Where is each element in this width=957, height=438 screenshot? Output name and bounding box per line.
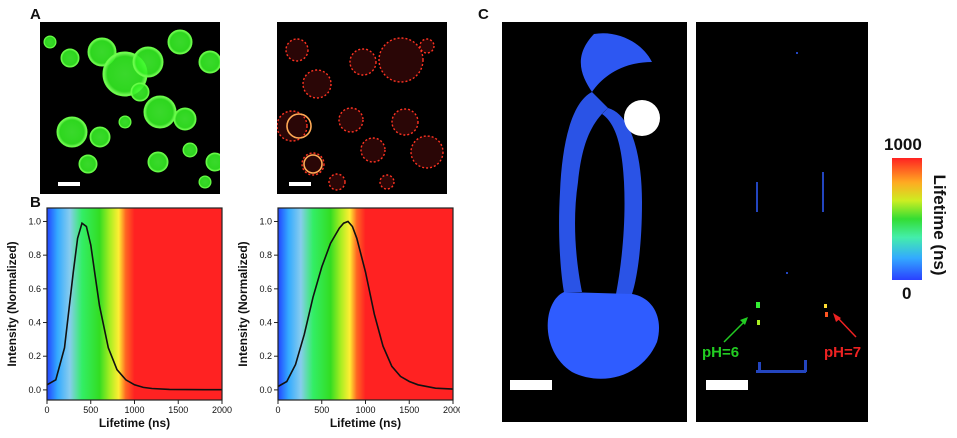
y-tick-label: 0.2 — [28, 351, 41, 361]
flim-image-right: pH=6 pH=7 — [696, 22, 868, 422]
ph7-annotation: pH=7 — [824, 344, 862, 361]
lifetime-curve — [46, 221, 222, 391]
y-tick-label: 0.6 — [259, 284, 272, 294]
x-tick-label: 0 — [275, 405, 280, 415]
panel-label-a: A — [30, 6, 41, 23]
x-axis-label: Lifetime (ns) — [330, 416, 401, 430]
y-tick-label: 0.4 — [28, 318, 41, 328]
x-tick-label: 1000 — [124, 405, 144, 415]
scale-bar — [58, 182, 80, 186]
green-vesicles-image — [43, 29, 220, 189]
x-tick-label: 500 — [314, 405, 329, 415]
scale-bar — [706, 380, 748, 390]
lifetime-colorbar — [892, 158, 922, 280]
ph6-annotation: pH=6 — [702, 344, 740, 361]
flim-image-left — [502, 22, 687, 422]
x-tick-label: 1500 — [399, 405, 419, 415]
plot-background-gradient — [278, 208, 453, 400]
red-vesicles-image — [277, 37, 444, 191]
scale-bar — [289, 182, 311, 186]
y-tick-label: 1.0 — [28, 216, 41, 226]
colorbar-axis-label-box: Lifetime (ns) — [929, 160, 949, 290]
y-tick-label: 0.6 — [28, 284, 41, 294]
colorbar-min-label: 0 — [902, 284, 912, 303]
y-tick-label: 0.8 — [28, 250, 41, 260]
y-tick-label: 0.0 — [28, 385, 41, 395]
colorbar-max-label: 1000 — [884, 135, 922, 154]
flim-sparse-cell — [723, 52, 857, 373]
plot-background-gradient — [47, 208, 222, 400]
x-axis-label: Lifetime (ns) — [99, 416, 170, 430]
y-axis-label: Intensity (Normalized) — [236, 241, 250, 366]
lifetime-plots: 0 500 1000 1500 2000 0.0 0.2 0.4 0.6 0.8 1.0 Lifeti… — [0, 196, 463, 433]
lifetime-plots-svg: 0 500 1000 1500 2000 0.0 0.2 0.4 0.6 0.8 1.0 Lifeti… — [5, 207, 463, 430]
x-tick-label: 0 — [44, 405, 49, 415]
y-tick-label: 1.0 — [259, 216, 272, 226]
x-tick-label: 1000 — [355, 405, 375, 415]
y-tick-label: 0.0 — [259, 385, 272, 395]
micrograph-green — [40, 22, 220, 194]
micrograph-red — [277, 22, 447, 194]
flim-blue-cell — [547, 33, 660, 379]
scale-bar — [510, 380, 552, 390]
x-tick-label: 1500 — [168, 405, 188, 415]
y-tick-label: 0.2 — [259, 351, 272, 361]
panel-label-b: B — [30, 194, 41, 211]
x-tick-label: 2000 — [212, 405, 232, 415]
y-tick-label: 0.4 — [259, 318, 272, 328]
x-tick-label: 2000 — [443, 405, 460, 415]
lifetime-curve — [277, 220, 454, 390]
y-tick-label: 0.8 — [259, 250, 272, 260]
y-axis-label: Intensity (Normalized) — [5, 241, 19, 366]
colorbar-axis-label: Lifetime (ns) — [930, 174, 949, 276]
panel-label-c: C — [478, 6, 489, 23]
x-tick-label: 500 — [83, 405, 98, 415]
